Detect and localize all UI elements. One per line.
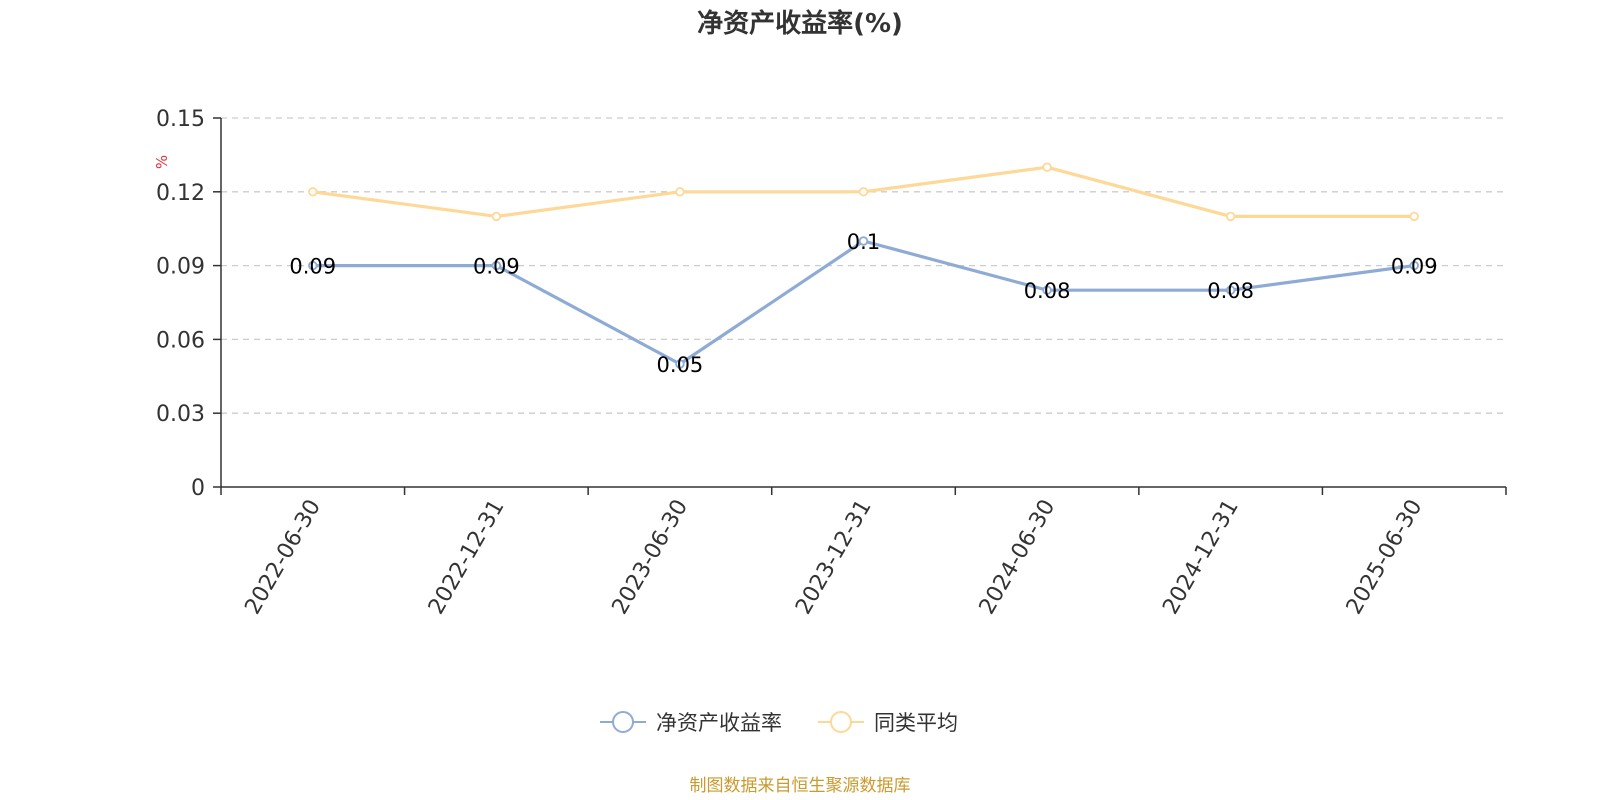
data-point [308, 187, 318, 197]
legend-marker [612, 711, 634, 733]
data-point [491, 260, 502, 271]
data-point [308, 260, 318, 271]
y-tick-label: 0.03 [156, 402, 205, 427]
y-tick-label: 0.15 [156, 107, 205, 132]
data-point [675, 187, 685, 197]
x-tick-label: 2024-06-30 [975, 496, 1061, 619]
x-tick-label: 2023-12-31 [791, 496, 877, 619]
legend-marker [830, 711, 852, 733]
data-point [1042, 285, 1052, 295]
data-point [491, 211, 502, 222]
data-point [1042, 162, 1052, 172]
data-label: 0.08 [1024, 279, 1071, 303]
data-point [1225, 211, 1236, 222]
legend-label: 净资产收益率 [656, 711, 782, 735]
y-tick-label: 0.06 [156, 328, 205, 353]
x-tick-label: 2022-06-30 [240, 496, 326, 619]
data-point [1409, 211, 1419, 222]
source-note: 制图数据来自恒生聚源数据库 [690, 776, 911, 796]
x-tick-label: 2024-12-31 [1158, 496, 1244, 619]
data-label: 0.1 [847, 230, 880, 254]
y-tick-label: 0.09 [156, 255, 205, 280]
axes: 0 0.03 0.06 0.09 0.12 0.15 2022-06-30 2022-12-3… [156, 107, 1507, 619]
y-axis-label: % [153, 155, 171, 169]
legend-label: 同类平均 [874, 711, 958, 735]
series-lines [308, 162, 1419, 369]
data-label: 0.09 [289, 255, 336, 279]
data-point [858, 187, 869, 197]
y-tick-label: 0 [191, 476, 205, 501]
x-tick-label: 2023-06-30 [608, 496, 694, 619]
chart-title: 净资产收益率(%) [697, 8, 903, 39]
data-label: 0.08 [1207, 279, 1254, 303]
data-label: 0.09 [473, 255, 520, 279]
data-label: 0.05 [657, 353, 704, 377]
data-point [858, 236, 869, 246]
data-labels: 0.09 0.09 0.05 0.1 0.08 0.08 0.09 [289, 230, 1437, 377]
legend[interactable]: 净资产收益率 同类平均 [600, 711, 958, 735]
data-point [1225, 285, 1236, 295]
data-label: 0.09 [1391, 255, 1438, 279]
data-point [675, 359, 685, 369]
y-tick-label: 0.12 [156, 181, 205, 206]
data-point [1409, 260, 1419, 271]
x-tick-label: 2025-06-30 [1342, 496, 1428, 619]
x-tick-label: 2022-12-31 [424, 496, 510, 619]
